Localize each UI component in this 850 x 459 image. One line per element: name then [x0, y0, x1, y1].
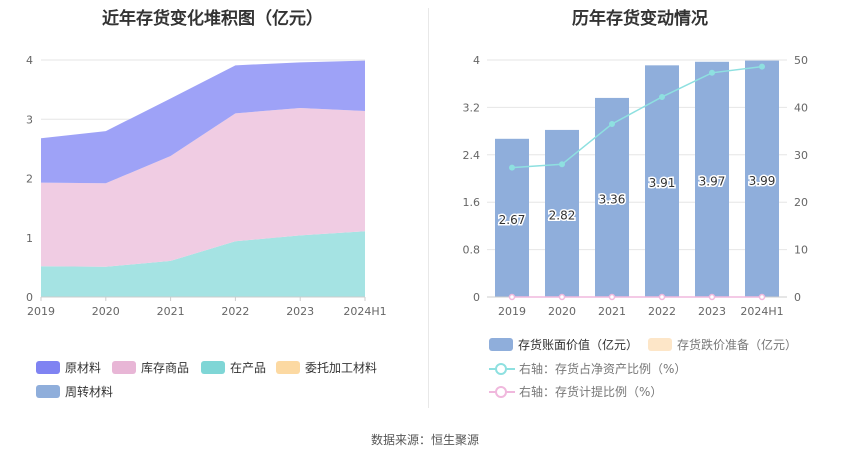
area-在产品: [41, 231, 365, 297]
bar-data-label: 2.67: [499, 213, 526, 227]
area-库存商品: [41, 107, 365, 267]
legend-item-impairment[interactable]: 存货跌价准备（亿元）: [648, 336, 797, 353]
net-asset-ratio-point: [659, 93, 665, 100]
legend-label: 周转材料: [65, 385, 114, 399]
left-chart-title: 近年存货变化堆积图（亿元）: [102, 9, 323, 29]
legend-item-book-value[interactable]: 存货账面价值（亿元）: [489, 336, 638, 353]
legend-swatch: [112, 361, 136, 374]
x-tick-label: 2023: [286, 305, 314, 318]
legend-label: 原材料: [65, 361, 102, 375]
provision-ratio-point: [608, 293, 616, 301]
bar-data-label: 3.99: [749, 174, 776, 188]
legend-item-consigned[interactable]: 委托加工材料: [276, 359, 377, 376]
bar-data-label: 2.82: [549, 208, 576, 222]
area-原材料: [41, 60, 365, 184]
legend-item-provision-ratio[interactable]: 右轴：存货计提比例（%）: [489, 383, 662, 400]
net-asset-ratio-point: [559, 161, 565, 168]
y-right-tick-label: 10: [794, 244, 808, 257]
legend-label: 在产品: [230, 361, 267, 375]
net-asset-ratio-point: [509, 164, 515, 171]
y-right-tick-label: 50: [794, 54, 808, 67]
provision-ratio-point: [758, 293, 766, 301]
bar: [595, 97, 629, 297]
y-right-tick-label: 30: [794, 149, 808, 162]
legend-item-turnover[interactable]: 周转材料: [36, 383, 113, 400]
y-right-tick-label: 40: [794, 101, 808, 114]
y-left-tick-label: 0: [473, 291, 480, 304]
legend-swatch: [36, 385, 60, 398]
y-right-tick-label: 20: [794, 196, 808, 209]
legend-label: 右轴：存货占净资产比例（%）: [519, 362, 687, 376]
x-tick-label: 2020: [92, 305, 120, 318]
x-tick-label: 2023: [698, 305, 726, 318]
legend-swatch: [648, 338, 672, 351]
y-left-tick-label: 0.8: [463, 244, 481, 257]
x-tick-label: 2022: [648, 305, 676, 318]
panel-divider: [428, 8, 429, 408]
y-tick-label: 2: [26, 173, 33, 186]
y-right-tick-label: 0: [794, 291, 801, 304]
x-tick-label: 2024H1: [740, 305, 783, 318]
bar-data-label: 3.97: [699, 174, 726, 188]
bar-data-label: 3.91: [649, 176, 676, 190]
provision-ratio-point: [508, 293, 516, 301]
legend-label: 委托加工材料: [305, 361, 378, 375]
net-asset-ratio-point: [759, 63, 765, 70]
left-stacked-area-chart: 0 1 2 3 4 2019 2020 2021 2022 2023 2024H1: [26, 54, 387, 318]
legend-item-wip[interactable]: 在产品: [201, 359, 266, 376]
provision-ratio-point: [558, 293, 566, 301]
y-left-tick-label: 4: [473, 54, 480, 67]
x-tick-label: 2019: [27, 305, 55, 318]
y-left-tick-label: 1.6: [463, 196, 481, 209]
bar: [695, 61, 729, 298]
x-tick-label: 2021: [157, 305, 185, 318]
right-chart-title: 历年存货变动情况: [572, 9, 708, 29]
y-left-tick-label: 2.4: [463, 149, 481, 162]
net-asset-ratio-point: [609, 120, 615, 127]
legend-label: 存货账面价值（亿元）: [518, 338, 639, 352]
y-tick-label: 0: [26, 291, 33, 304]
data-source-note: 数据来源：恒生聚源: [370, 433, 479, 447]
legend-item-raw-materials[interactable]: 原材料: [36, 359, 101, 376]
provision-ratio-point: [658, 293, 666, 301]
legend-label: 存货跌价准备（亿元）: [677, 338, 798, 352]
y-left-tick-label: 3.2: [463, 101, 481, 114]
legend-line-swatch: [489, 362, 515, 376]
legend-swatch: [201, 361, 225, 374]
y-tick-label: 4: [26, 54, 33, 67]
x-tick-label: 2022: [221, 305, 249, 318]
legend-label: 右轴：存货计提比例（%）: [519, 385, 663, 399]
legend-swatch: [36, 361, 60, 374]
bar: [545, 129, 579, 297]
legend-item-net-asset-ratio[interactable]: 右轴：存货占净资产比例（%）: [489, 360, 686, 377]
x-tick-label: 2021: [598, 305, 626, 318]
x-tick-label: 2019: [498, 305, 526, 318]
x-tick-label: 2020: [548, 305, 576, 318]
y-tick-label: 3: [26, 113, 33, 126]
bar-data-label: 3.36: [599, 192, 626, 206]
provision-ratio-point: [708, 293, 716, 301]
y-tick-label: 1: [26, 232, 33, 245]
legend-swatch: [489, 338, 513, 351]
x-tick-label: 2024H1: [343, 305, 386, 318]
bar: [745, 60, 779, 297]
legend-item-finished-goods[interactable]: 库存商品: [112, 359, 189, 376]
net-asset-ratio-line: [511, 65, 763, 169]
legend-line-swatch: [489, 385, 515, 399]
net-asset-ratio-point: [709, 69, 715, 76]
legend-label: 库存商品: [141, 361, 190, 375]
legend-swatch: [276, 361, 300, 374]
